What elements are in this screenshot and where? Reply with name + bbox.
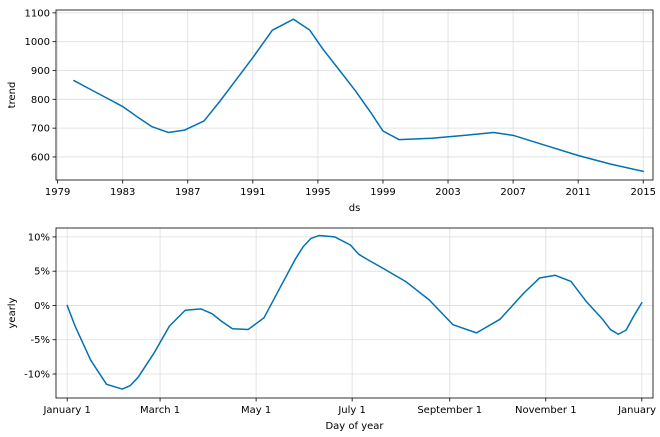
x-tick-label: 2003 <box>435 187 460 198</box>
x-tick-label: 2015 <box>631 187 656 198</box>
y-tick-label: 700 <box>31 124 50 135</box>
x-axis-label: Day of year <box>325 421 384 432</box>
x-axis-label: ds <box>349 203 361 214</box>
y-tick-label: 1100 <box>25 8 50 19</box>
y-tick-label: 600 <box>31 152 50 163</box>
x-tick-label: 1987 <box>175 187 200 198</box>
x-tick-label: 1979 <box>45 187 70 198</box>
y-axis-label: trend <box>7 82 18 109</box>
x-tick-label: 1995 <box>305 187 330 198</box>
y-tick-label: 1000 <box>25 37 50 48</box>
axes-frame <box>55 9 654 181</box>
trend-panel: 1979 1983 1987 1991 1995 1999 2003 2007 2011 2015… <box>7 8 656 214</box>
x-tick-label: September 1 <box>417 405 482 416</box>
x-tick-label: November 1 <box>515 405 577 416</box>
y-axis-label: yearly <box>7 297 18 328</box>
trend-series-line <box>73 18 644 173</box>
y-tick-label: -5% <box>31 335 50 346</box>
y-tick-label: 5% <box>34 267 50 278</box>
y-tick-label: 900 <box>31 66 50 77</box>
yearly-panel: January 1 March 1 May 1 July 1 September 1 No… <box>7 227 660 432</box>
x-tick-label: July 1 <box>337 405 366 416</box>
x-tick-label: March 1 <box>140 405 180 416</box>
x-tick-label: 2011 <box>565 187 590 198</box>
x-tick-label: 1991 <box>240 187 265 198</box>
yearly-series-line <box>66 234 643 390</box>
y-tick-label: -10% <box>24 370 50 381</box>
x-tick-label: 1983 <box>110 187 135 198</box>
axes-frame <box>55 227 654 399</box>
x-tick-label: January 1 <box>617 405 660 416</box>
x-tick-label: May 1 <box>241 405 271 416</box>
y-tick-label: 800 <box>31 95 50 106</box>
x-tick-label: 1999 <box>370 187 395 198</box>
y-tick-label: 10% <box>28 232 50 243</box>
x-tick-label: 2007 <box>500 187 525 198</box>
x-tick-label: January 1 <box>42 405 90 416</box>
y-tick-label: 0% <box>34 301 50 312</box>
